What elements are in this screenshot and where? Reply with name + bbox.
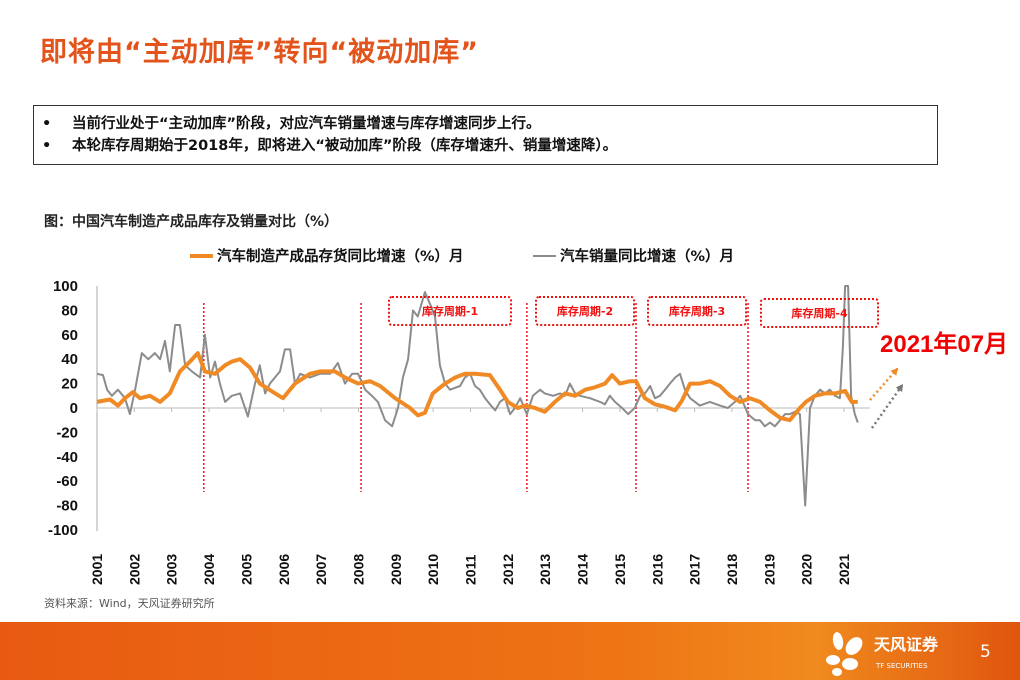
- callout-date: 2021年07月: [880, 331, 1009, 358]
- bullet-marker: •: [42, 138, 52, 154]
- sales-trend-arrow-icon: [870, 383, 905, 429]
- chart-title: 图：中国汽车制造产成品库存及销量对比（%）: [44, 214, 339, 230]
- bullet-2: • 本轮库存周期始于2018年，即将进入“被动加库”阶段（库存增速升、销量增速降）…: [42, 137, 617, 155]
- sales-trend-arrow-icon-head: [895, 384, 903, 392]
- inventory-series-line: [96, 351, 858, 423]
- y-tick-label: 100: [53, 278, 78, 295]
- legend-swatch-gray: [533, 254, 556, 257]
- x-tick-label: 2001: [89, 554, 105, 585]
- sales-series-line: [96, 285, 859, 507]
- x-tick-label: 2003: [164, 554, 180, 585]
- footer-band: [0, 622, 1020, 680]
- source-note: 资料来源：Wind，天风证券研究所: [44, 597, 215, 610]
- inventory-trend-arrow-icon-head: [890, 368, 898, 376]
- x-tick-label: 2010: [425, 554, 441, 585]
- cycle-label-4: 库存周期-4: [760, 298, 879, 328]
- bullet-1: • 当前行业处于“主动加库”阶段，对应汽车销量增速与库存增速同步上行。: [42, 115, 541, 133]
- legend-label: 汽车制造产成品存货同比增速（%）月: [217, 249, 464, 265]
- x-tick-label: 2005: [238, 554, 254, 585]
- y-tick-label: -20: [56, 424, 78, 441]
- cycle-label-3: 库存周期-3: [647, 296, 747, 326]
- inventory-trend-arrow-icon: [869, 367, 899, 401]
- x-tick-label: 2006: [276, 554, 292, 585]
- y-tick-label: -100: [48, 522, 78, 539]
- brand-sub: TF SECURITIES: [876, 662, 928, 670]
- y-tick-label: 60: [61, 327, 78, 344]
- x-tick-label: 2019: [761, 554, 777, 585]
- y-tick-label: 0: [70, 400, 78, 417]
- x-tick-label: 2012: [500, 554, 516, 585]
- x-tick-label: 2009: [388, 554, 404, 585]
- x-tick-label: 2008: [350, 554, 366, 585]
- bullet-marker: •: [42, 116, 52, 132]
- y-tick-label: 80: [61, 302, 78, 319]
- y-tick-label: -60: [56, 473, 78, 490]
- x-tick-label: 2014: [575, 554, 591, 585]
- y-tick-label: 20: [61, 376, 78, 393]
- x-tick-label: 2013: [537, 554, 553, 585]
- legend-inventory: 汽车制造产成品存货同比增速（%）月: [190, 245, 464, 266]
- y-tick-label: -40: [56, 449, 78, 466]
- page-number: 5: [980, 642, 991, 662]
- x-tick-label: 2007: [313, 554, 329, 585]
- y-tick-label: -80: [56, 498, 78, 515]
- x-tick-label: 2017: [687, 554, 703, 585]
- slide-title: 即将由“主动加库”转向“被动加库”: [40, 37, 479, 68]
- legend-sales: 汽车销量同比增速（%）月: [533, 245, 734, 266]
- x-tick-label: 2002: [126, 554, 142, 585]
- x-tick-label: 2018: [724, 554, 740, 585]
- x-tick-label: 2016: [649, 554, 665, 585]
- cycle-label-2: 库存周期-2: [535, 296, 635, 326]
- legend-label: 汽车销量同比增速（%）月: [560, 249, 735, 265]
- x-tick-label: 2021: [836, 554, 852, 585]
- x-tick-label: 2004: [201, 554, 217, 585]
- bullet-text: 本轮库存周期始于2018年，即将进入“被动加库”阶段（库存增速升、销量增速降）。: [72, 138, 618, 154]
- summary-box: • 当前行业处于“主动加库”阶段，对应汽车销量增速与库存增速同步上行。 • 本轮库存…: [33, 105, 938, 165]
- x-tick-label: 2015: [612, 554, 628, 585]
- y-tick-label: 40: [61, 351, 78, 368]
- x-tick-label: 2011: [463, 554, 479, 585]
- brand-name: 天风证券: [874, 635, 939, 654]
- cycle-label-1: 库存周期-1: [388, 296, 512, 326]
- x-tick-label: 2020: [799, 554, 815, 585]
- bullet-text: 当前行业处于“主动加库”阶段，对应汽车销量增速与库存增速同步上行。: [72, 116, 541, 132]
- legend-swatch-orange: [190, 253, 213, 258]
